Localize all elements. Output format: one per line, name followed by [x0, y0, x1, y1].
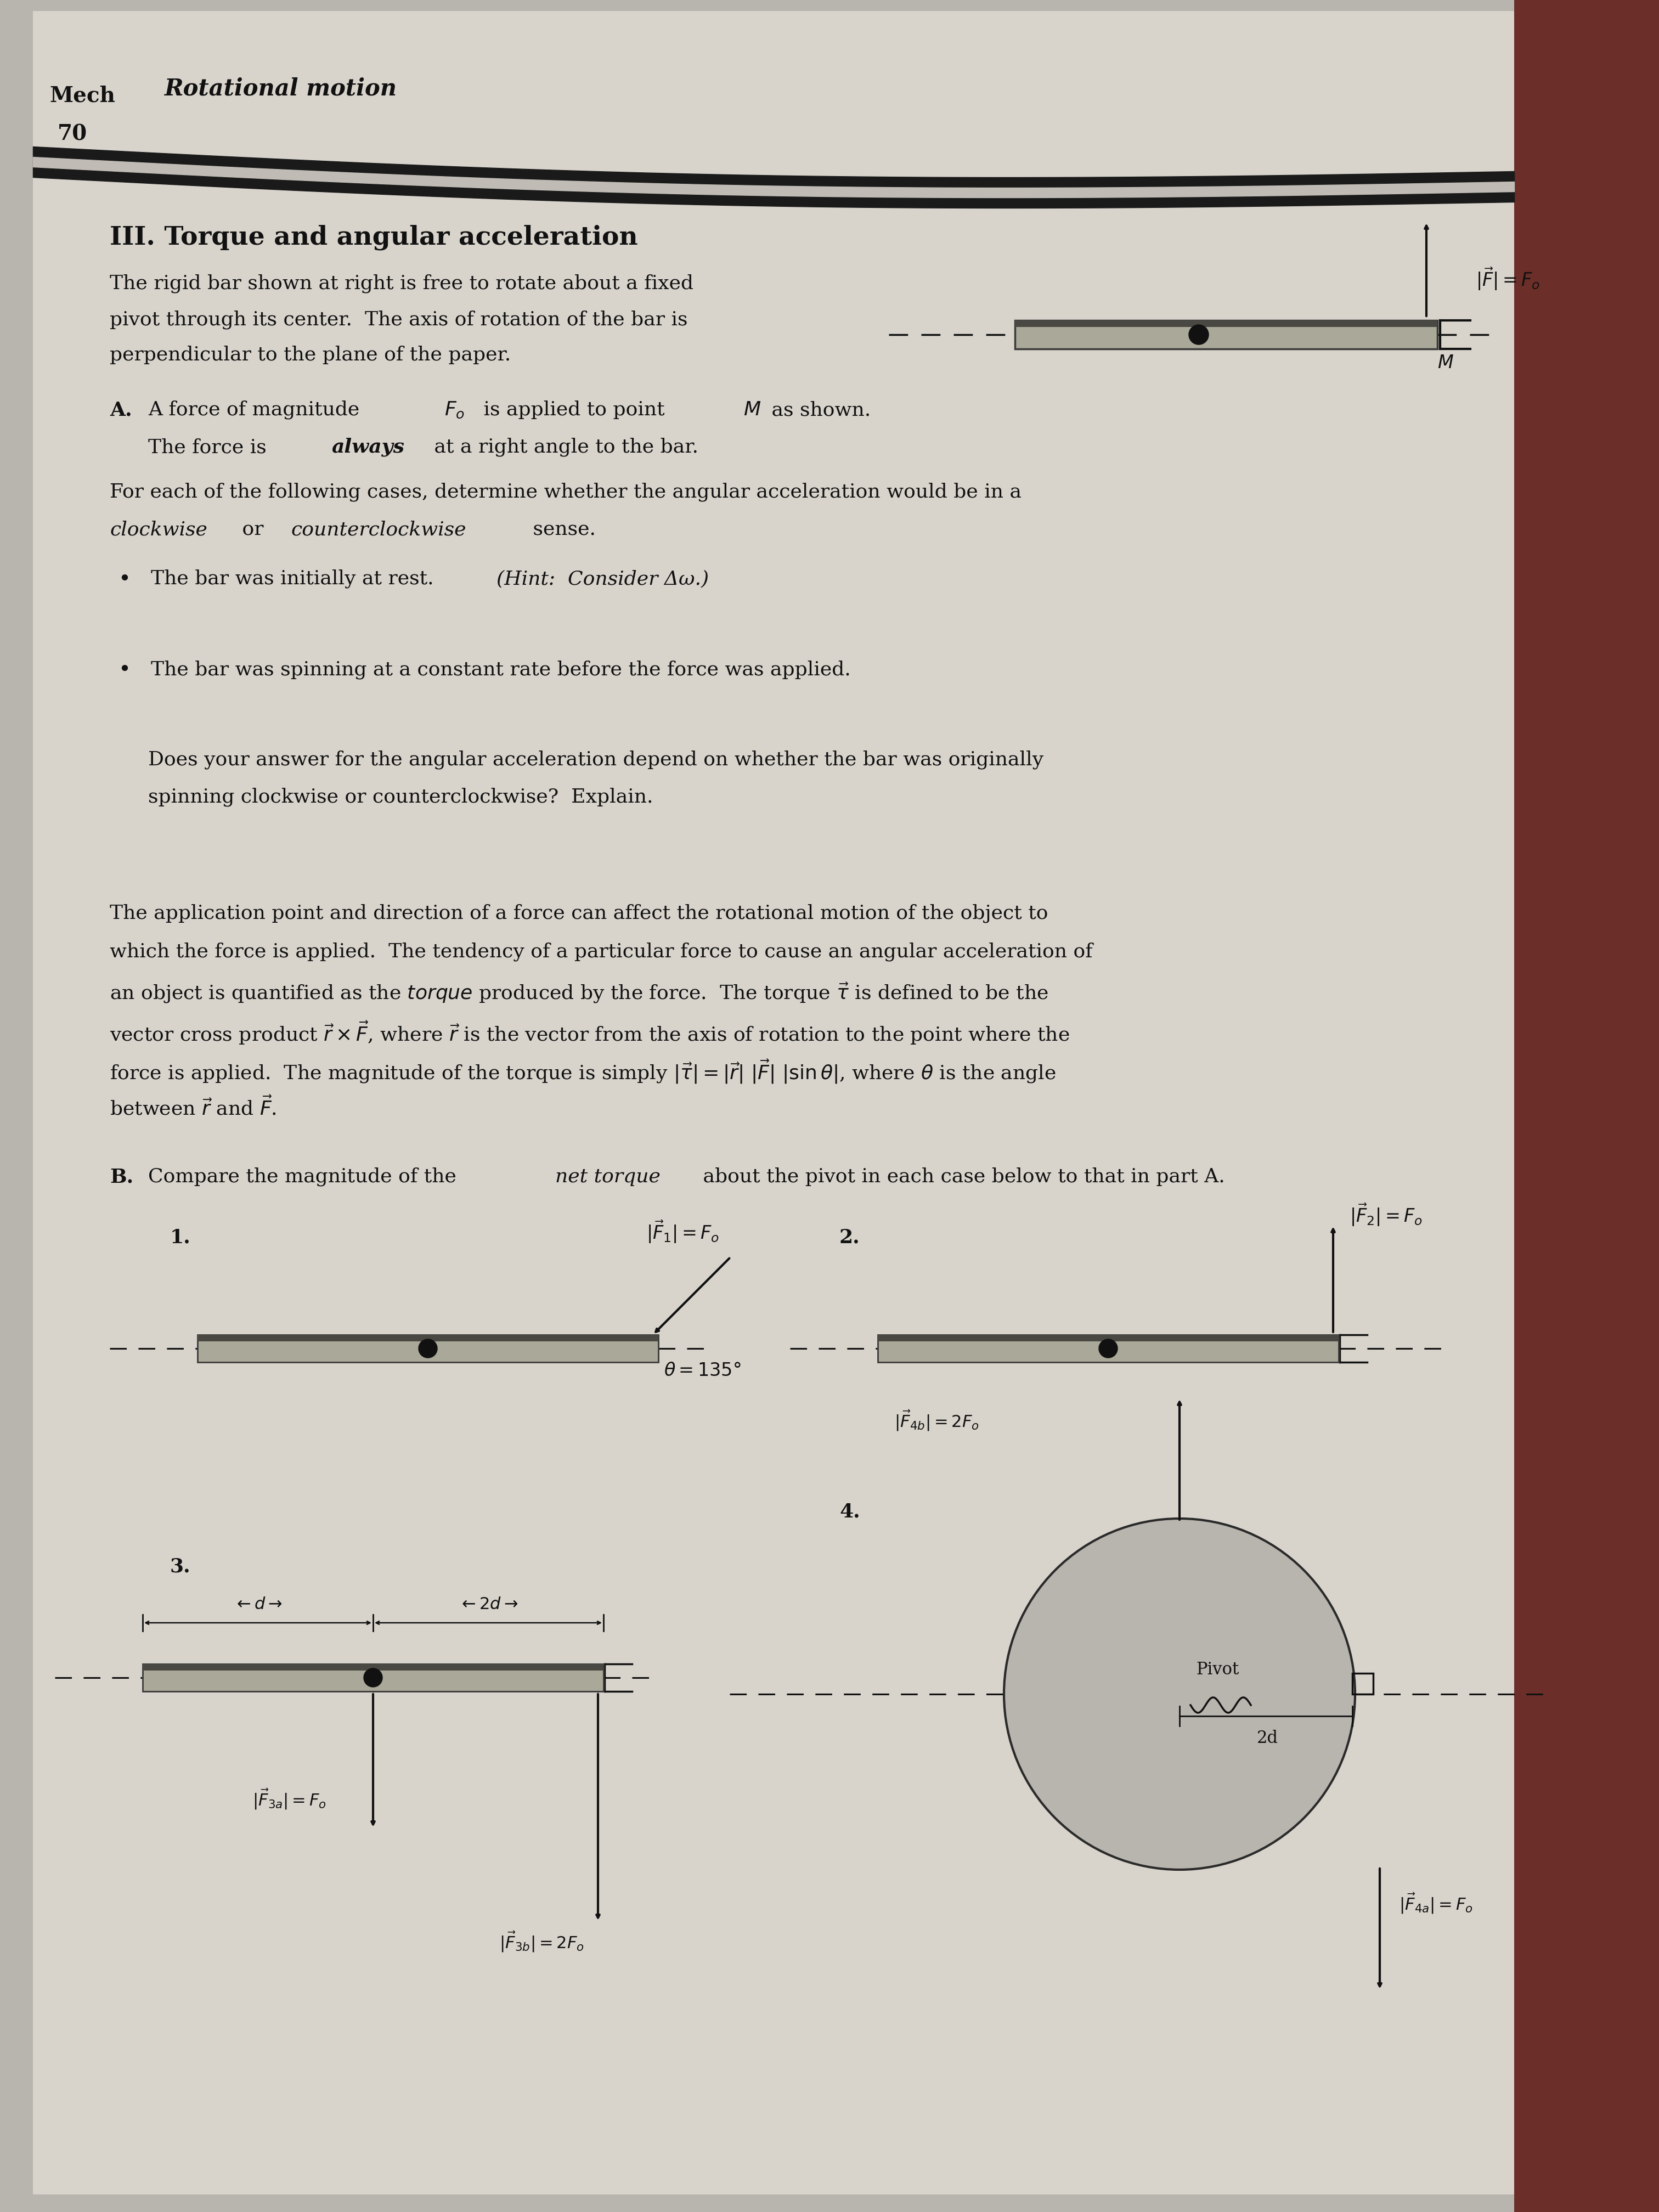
- Text: 2.: 2.: [839, 1228, 859, 1245]
- Text: between $\vec{r}$ and $\vec{F}$.: between $\vec{r}$ and $\vec{F}$.: [109, 1097, 277, 1119]
- Text: Compare the magnitude of the: Compare the magnitude of the: [148, 1168, 463, 1186]
- Circle shape: [363, 1668, 382, 1688]
- Text: $M$: $M$: [1437, 354, 1453, 372]
- Text: force is applied.  The magnitude of the torque is simply $|\vec{\tau}| = |\vec{r: force is applied. The magnitude of the t…: [109, 1057, 1057, 1086]
- Text: The force is: The force is: [148, 438, 272, 456]
- Text: For each of the following cases, determine whether the angular acceleration woul: For each of the following cases, determi…: [109, 482, 1022, 502]
- Text: $|\vec{F}_1| = F_o$: $|\vec{F}_1| = F_o$: [647, 1219, 720, 1245]
- Bar: [1015, 321, 1437, 327]
- Text: 4.: 4.: [839, 1502, 859, 1522]
- Text: The application point and direction of a force can affect the rotational motion : The application point and direction of a…: [109, 905, 1048, 922]
- Bar: [143, 1663, 604, 1670]
- Text: $|\vec{F}_{3a}| = F_o$: $|\vec{F}_{3a}| = F_o$: [252, 1787, 327, 1812]
- Bar: [1352, 1672, 1374, 1694]
- Text: 70: 70: [58, 124, 88, 144]
- Text: $M$: $M$: [743, 400, 761, 418]
- Text: The bar was spinning at a constant rate before the force was applied.: The bar was spinning at a constant rate …: [151, 659, 851, 679]
- Text: A.: A.: [109, 400, 133, 418]
- Circle shape: [1004, 1520, 1355, 1869]
- Text: $\theta = 135°$: $\theta = 135°$: [664, 1363, 742, 1380]
- Text: $\leftarrow d \rightarrow$: $\leftarrow d \rightarrow$: [234, 1595, 282, 1613]
- Text: always: always: [332, 438, 405, 456]
- Bar: [1515, 0, 1659, 2212]
- Text: $|\vec{F}_2| = F_o$: $|\vec{F}_2| = F_o$: [1349, 1201, 1423, 1228]
- Text: perpendicular to the plane of the paper.: perpendicular to the plane of the paper.: [109, 345, 511, 365]
- Text: about the pivot in each case below to that in part A.: about the pivot in each case below to th…: [697, 1168, 1224, 1186]
- Text: counterclockwise: counterclockwise: [290, 520, 466, 540]
- Circle shape: [1098, 1338, 1118, 1358]
- Circle shape: [1190, 325, 1209, 345]
- Text: $|\vec{F}|= F_o$: $|\vec{F}|= F_o$: [1477, 265, 1540, 292]
- Text: $\leftarrow 2d \rightarrow$: $\leftarrow 2d \rightarrow$: [458, 1595, 518, 1613]
- Text: 3.: 3.: [171, 1557, 191, 1575]
- Text: III. Torque and angular acceleration: III. Torque and angular acceleration: [109, 226, 639, 250]
- Text: sense.: sense.: [526, 520, 596, 540]
- Text: Rotational motion: Rotational motion: [164, 77, 397, 100]
- Text: spinning clockwise or counterclockwise?  Explain.: spinning clockwise or counterclockwise? …: [148, 787, 654, 807]
- Text: Mech: Mech: [50, 84, 114, 106]
- Text: Does your answer for the angular acceleration depend on whether the bar was orig: Does your answer for the angular acceler…: [148, 750, 1044, 770]
- Text: $|\vec{F}_{4a}| = F_o$: $|\vec{F}_{4a}| = F_o$: [1399, 1891, 1473, 1916]
- Text: or: or: [236, 520, 270, 540]
- Bar: [143, 1663, 604, 1692]
- Text: $|\vec{F}_{3b}| = 2F_o$: $|\vec{F}_{3b}| = 2F_o$: [499, 1931, 584, 1953]
- Text: an object is quantified as the $\it{torque}$ produced by the force.  The torque : an object is quantified as the $\it{torq…: [109, 980, 1048, 1004]
- Text: clockwise: clockwise: [109, 520, 207, 540]
- Text: (Hint:  Consider Δω.): (Hint: Consider Δω.): [496, 568, 708, 588]
- Bar: [1015, 321, 1437, 349]
- Bar: [197, 1334, 659, 1340]
- Bar: [33, 11, 1515, 2194]
- Text: vector cross product $\vec{r} \times \vec{F}$, where $\vec{r}$ is the vector fro: vector cross product $\vec{r} \times \ve…: [109, 1020, 1070, 1046]
- Text: which the force is applied.  The tendency of a particular force to cause an angu: which the force is applied. The tendency…: [109, 942, 1093, 962]
- Text: is applied to point: is applied to point: [478, 400, 670, 418]
- Circle shape: [418, 1338, 438, 1358]
- Text: 1.: 1.: [171, 1228, 191, 1245]
- Text: at a right angle to the bar.: at a right angle to the bar.: [428, 438, 698, 456]
- Text: B.: B.: [109, 1168, 133, 1186]
- Text: The rigid bar shown at right is free to rotate about a fixed: The rigid bar shown at right is free to …: [109, 274, 693, 294]
- Text: •: •: [118, 659, 131, 681]
- Text: A force of magnitude: A force of magnitude: [148, 400, 365, 420]
- Text: •: •: [118, 568, 131, 591]
- Text: Pivot: Pivot: [1196, 1661, 1239, 1679]
- Text: The bar was initially at rest.: The bar was initially at rest.: [151, 568, 446, 588]
- Bar: [878, 1334, 1339, 1363]
- Text: as shown.: as shown.: [765, 400, 871, 418]
- Text: $F_o$: $F_o$: [445, 400, 465, 420]
- Bar: [197, 1334, 659, 1363]
- Text: 2d: 2d: [1256, 1730, 1277, 1747]
- Text: $|\vec{F}_{4b}| = 2F_o$: $|\vec{F}_{4b}| = 2F_o$: [894, 1409, 979, 1433]
- Bar: [878, 1334, 1339, 1340]
- Text: pivot through its center.  The axis of rotation of the bar is: pivot through its center. The axis of ro…: [109, 310, 688, 330]
- Text: net torque: net torque: [556, 1168, 660, 1186]
